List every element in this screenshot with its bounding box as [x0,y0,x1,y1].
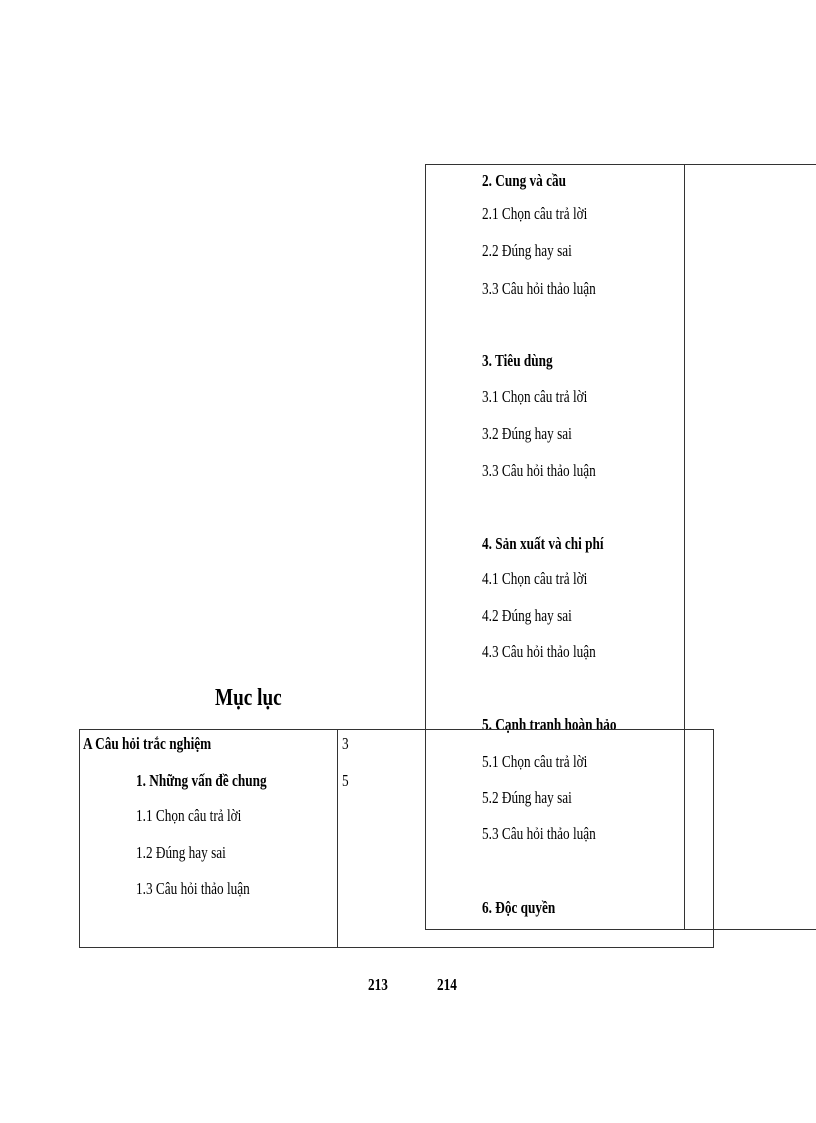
toc-item: 4.2 Đúng hay sai [482,606,572,625]
toc-item: 3.3 Câu hỏi thảo luận [482,461,596,480]
toc-heading: 6. Độc quyền [482,898,556,917]
toc-item: 1.3 Câu hỏi thảo luận [136,879,250,898]
toc-item: 5.2 Đúng hay sai [482,788,572,807]
toc-section-label: A Câu hỏi trắc nghiệm [83,734,212,753]
page-title: Mục lục [215,685,282,711]
toc-item: 3.2 Đúng hay sai [482,424,572,443]
toc-item: 1.1 Chọn câu trả lời [136,806,242,825]
left-table-divider [337,729,338,948]
toc-heading: 4. Sản xuất và chi phí [482,534,604,553]
toc-page-number: 3 [342,734,349,753]
toc-item: 1.2 Đúng hay sai [136,843,226,862]
right-table-divider [684,164,685,930]
left-toc-table [79,729,714,948]
toc-item: 5.3 Câu hỏi thảo luận [482,824,596,843]
right-toc-table [425,164,816,930]
toc-item: 4.3 Câu hỏi thảo luận [482,642,596,661]
page-number: 214 [437,975,457,994]
toc-item: 5.1 Chọn câu trả lời [482,752,588,771]
toc-heading: 2. Cung và cầu [482,171,566,190]
toc-item: 2.2 Đúng hay sai [482,241,572,260]
toc-heading: 3. Tiêu dùng [482,351,553,370]
toc-item: 2.1 Chọn câu trả lời [482,204,588,223]
toc-item: 3.1 Chọn câu trả lời [482,387,588,406]
toc-item: 3.3 Câu hỏi thảo luận [482,279,596,298]
page-number: 213 [368,975,388,994]
toc-item: 4.1 Chọn câu trả lời [482,569,588,588]
toc-heading: 1. Những vấn đề chung [136,771,267,790]
toc-page-number: 5 [342,771,349,790]
